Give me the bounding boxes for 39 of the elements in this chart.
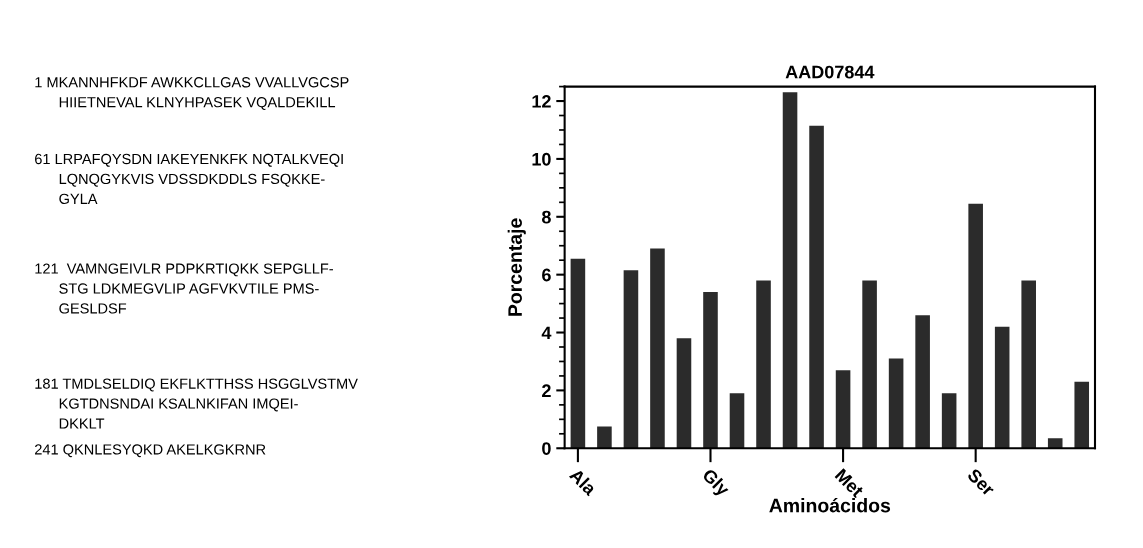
- chart-title: AAD07844: [785, 65, 875, 79]
- y-tick-label: 8: [541, 210, 551, 224]
- x-tick-label: Met: [834, 468, 865, 499]
- y-tick-label: 10: [532, 152, 551, 166]
- y-tick-label: 4: [541, 326, 552, 340]
- text: 181 TMDLSELDIQ EKFLKTTHSS HSGGLVSTMV KGTDNSNDAI KSALNKIFAN IMQEI- DKKLT: [35, 378, 358, 429]
- x-axis-title: Aminoácidos: [769, 497, 891, 513]
- text: 121 VAMNGEIVLR PDPKRTIQKK SEPGLLF- STG LDKMEGVLIP AGFVKVTILE PMS- GESLDSF: [35, 263, 333, 314]
- bar: [623, 270, 639, 449]
- text: 1 MKANNHFKDF AWKKCLLGAS VVALLVGCSP HIIETNEVAL KLNYHPASEK VQALDEKILL: [35, 77, 349, 110]
- y-axis-title: Porcentaje: [507, 218, 526, 316]
- bar: [597, 426, 612, 449]
- bar: [756, 280, 771, 449]
- bar: [1021, 280, 1036, 449]
- bar: [862, 280, 877, 449]
- y-tick-label: 12: [532, 94, 551, 108]
- bar: [835, 370, 851, 449]
- bar: [968, 203, 983, 449]
- bar: [1074, 381, 1090, 449]
- bar: [809, 125, 824, 449]
- text: 61 LRPAFQYSDN IAKEYENKFK NQTALKVEQI LQNQGYKVIS VDSSDKDDLS FSQKKE- GYLA: [35, 153, 343, 205]
- bar: [729, 393, 745, 449]
- text: 241 QKNLESYQKD AKELKGKRNR: [35, 444, 266, 458]
- bar: [570, 258, 586, 449]
- y-tick-label: 2: [542, 384, 551, 397]
- bar: [782, 92, 798, 449]
- bar: [1047, 438, 1063, 449]
- y-tick-label: 6: [542, 268, 551, 282]
- bar: [703, 292, 718, 449]
- bar: [941, 393, 957, 449]
- y-tick-label: 0: [542, 442, 551, 455]
- x-tick-label: Gly: [699, 467, 731, 500]
- bar: [888, 358, 904, 449]
- bar: [994, 326, 1010, 449]
- x-tick-label: Ala: [568, 467, 598, 497]
- bar: [915, 315, 930, 449]
- bar: [650, 248, 665, 449]
- bar: [676, 338, 692, 449]
- x-tick-label: Ser: [966, 467, 996, 497]
